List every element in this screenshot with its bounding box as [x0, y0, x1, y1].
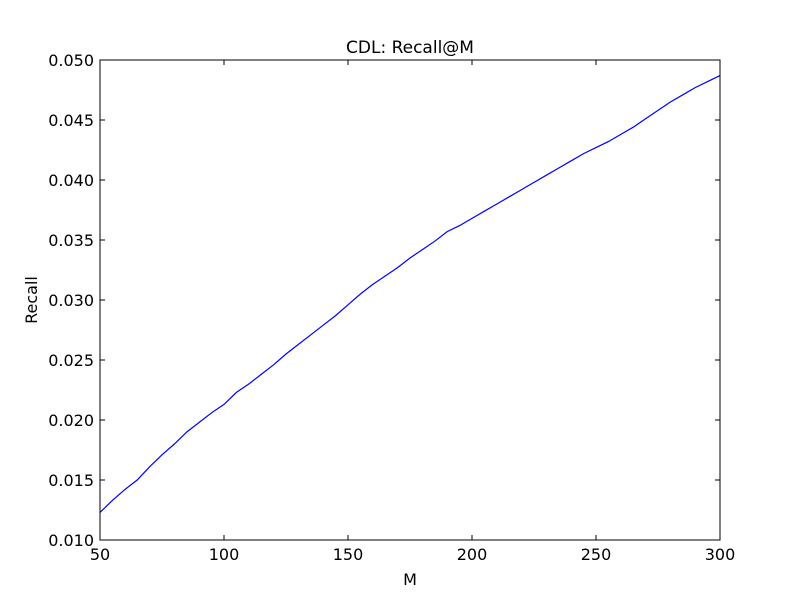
series-line-0 — [99, 75, 721, 513]
y-tick-label: 0.030 — [48, 291, 94, 310]
x-tick-label: 300 — [705, 545, 736, 564]
y-tick-label: 0.035 — [48, 231, 94, 250]
x-tick-label: 250 — [581, 545, 612, 564]
y-tick-label: 0.010 — [48, 531, 94, 550]
x-tick-label: 50 — [90, 545, 110, 564]
x-axis-ticks: 50 100 150 200 250 300 — [90, 60, 735, 564]
y-tick-label: 0.050 — [48, 51, 94, 70]
y-axis-label: Recall — [22, 276, 41, 324]
plot-layer — [99, 75, 721, 513]
y-tick-label: 0.015 — [48, 471, 94, 490]
y-axis-ticks: 0.010 0.015 0.020 0.025 0.030 0.035 0.040 0.045… — [48, 51, 720, 550]
plot-area-frame — [99, 59, 721, 541]
x-tick-label: 150 — [333, 545, 364, 564]
y-tick-label: 0.045 — [48, 111, 94, 130]
x-tick-label: 200 — [457, 545, 488, 564]
chart-title: CDL: Recall@M — [346, 38, 474, 58]
x-axis-label: M — [403, 570, 417, 589]
y-tick-label: 0.040 — [48, 171, 94, 190]
y-tick-label: 0.025 — [48, 351, 94, 370]
x-tick-label: 100 — [209, 545, 240, 564]
y-tick-label: 0.020 — [48, 411, 94, 430]
